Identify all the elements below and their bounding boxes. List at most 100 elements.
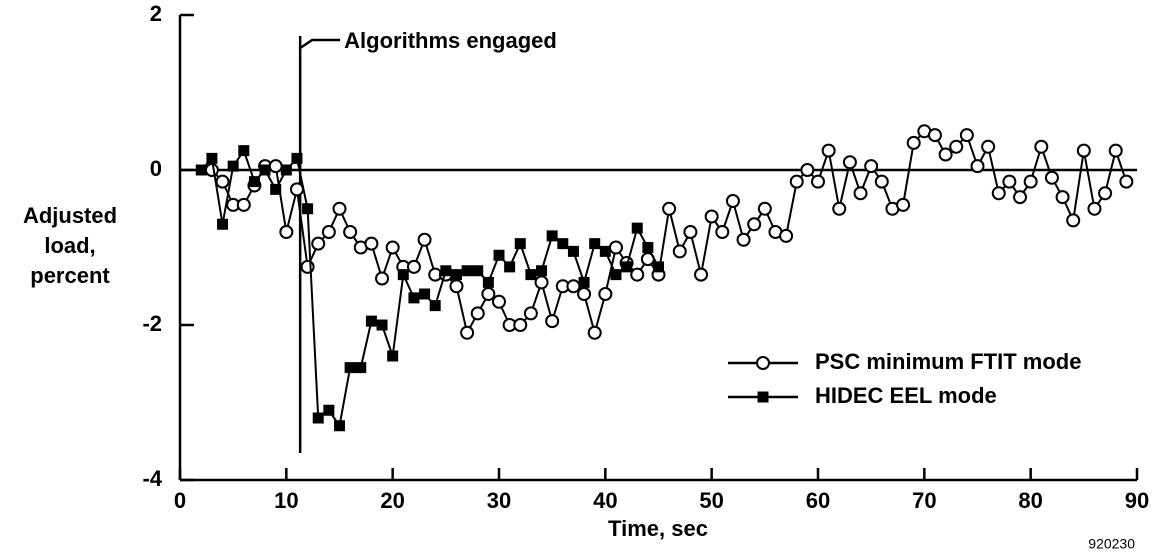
- x-axis-label: Time, sec: [608, 516, 708, 541]
- data-point: [938, 147, 953, 162]
- data-point: [291, 152, 303, 164]
- data-point: [1087, 201, 1102, 216]
- data-point: [587, 325, 602, 340]
- data-point: [800, 163, 815, 177]
- data-point: [864, 159, 879, 174]
- data-point: [959, 128, 974, 143]
- data-point: [1098, 186, 1113, 201]
- data-point: [981, 139, 996, 154]
- data-point: [365, 315, 377, 327]
- data-point: [567, 245, 579, 257]
- data-point: [789, 174, 804, 189]
- data-point: [1076, 143, 1091, 158]
- data-point: [906, 135, 921, 150]
- data-point: [385, 240, 400, 255]
- data-point: [832, 201, 847, 216]
- data-point: [481, 287, 496, 301]
- data-point: [387, 350, 399, 362]
- data-point: [1013, 190, 1028, 205]
- legend-marker: [756, 356, 770, 370]
- data-point: [653, 261, 664, 273]
- data-point: [1044, 170, 1059, 185]
- data-point: [683, 225, 698, 239]
- data-point: [1119, 174, 1134, 189]
- data-point: [355, 362, 367, 374]
- data-point: [566, 279, 581, 294]
- figure-number: 920230: [1088, 536, 1135, 552]
- data-point: [419, 288, 431, 300]
- y-tick-label: 0: [150, 156, 162, 181]
- data-point: [927, 128, 942, 143]
- data-point: [332, 201, 347, 216]
- data-point: [406, 259, 421, 274]
- x-tick-label: 0: [174, 488, 186, 513]
- data-point: [450, 269, 462, 281]
- data-point: [1002, 174, 1017, 189]
- data-point: [853, 186, 868, 201]
- data-point: [449, 279, 464, 294]
- data-point: [694, 267, 709, 282]
- data-point: [630, 267, 645, 282]
- data-point: [1108, 143, 1123, 158]
- data-point: [970, 159, 985, 174]
- data-point: [300, 259, 315, 274]
- data-point: [1034, 139, 1049, 154]
- data-point: [1066, 213, 1081, 228]
- data-point: [736, 232, 751, 247]
- data-point: [195, 164, 207, 176]
- y-axis-label: load,: [44, 233, 95, 258]
- data-point: [364, 236, 379, 251]
- x-tick-label: 20: [380, 488, 404, 513]
- y-tick-label: 2: [150, 1, 162, 26]
- data-point: [493, 249, 505, 261]
- data-point: [525, 269, 537, 281]
- x-tick-label: 60: [806, 488, 830, 513]
- data-point: [215, 174, 230, 189]
- data-point: [514, 238, 526, 250]
- data-point: [375, 271, 390, 286]
- data-point: [821, 143, 836, 158]
- data-point: [1023, 174, 1038, 189]
- series-line: [200, 148, 660, 429]
- data-point: [343, 225, 358, 239]
- data-point: [227, 160, 239, 172]
- data-point: [259, 164, 271, 176]
- data-point: [631, 222, 643, 234]
- data-point: [323, 404, 335, 416]
- annotation: Algorithms engaged: [344, 28, 557, 53]
- annotation-leader: [299, 38, 341, 50]
- x-tick-label: 40: [593, 488, 617, 513]
- data-point: [779, 228, 794, 243]
- x-tick-label: 50: [699, 488, 723, 513]
- data-point: [236, 197, 251, 212]
- data-point: [725, 194, 740, 208]
- data-point: [270, 183, 282, 195]
- data-point: [715, 225, 730, 239]
- data-point: [608, 240, 623, 255]
- x-tick-label: 80: [1018, 488, 1042, 513]
- data-point: [599, 245, 611, 257]
- data-point: [302, 203, 314, 215]
- data-point: [248, 176, 260, 188]
- data-point: [397, 269, 409, 281]
- data-point: [408, 292, 420, 304]
- x-tick-label: 10: [274, 488, 298, 513]
- data-point: [238, 145, 250, 157]
- data-point: [536, 265, 548, 277]
- legend-label: PSC minimum FTIT mode: [815, 349, 1081, 374]
- data-point: [312, 412, 324, 424]
- data-point: [334, 420, 345, 432]
- data-point: [672, 244, 687, 259]
- data-point: [546, 230, 558, 242]
- x-tick-label: 30: [487, 488, 511, 513]
- data-point: [470, 306, 485, 321]
- data-point: [523, 306, 538, 321]
- data-point: [492, 294, 506, 309]
- data-point: [279, 225, 294, 239]
- data-point: [896, 197, 911, 212]
- data-point: [321, 225, 336, 239]
- data-point: [598, 287, 613, 301]
- data-point: [642, 242, 654, 253]
- data-point: [311, 236, 326, 251]
- x-tick-label: 70: [912, 488, 936, 513]
